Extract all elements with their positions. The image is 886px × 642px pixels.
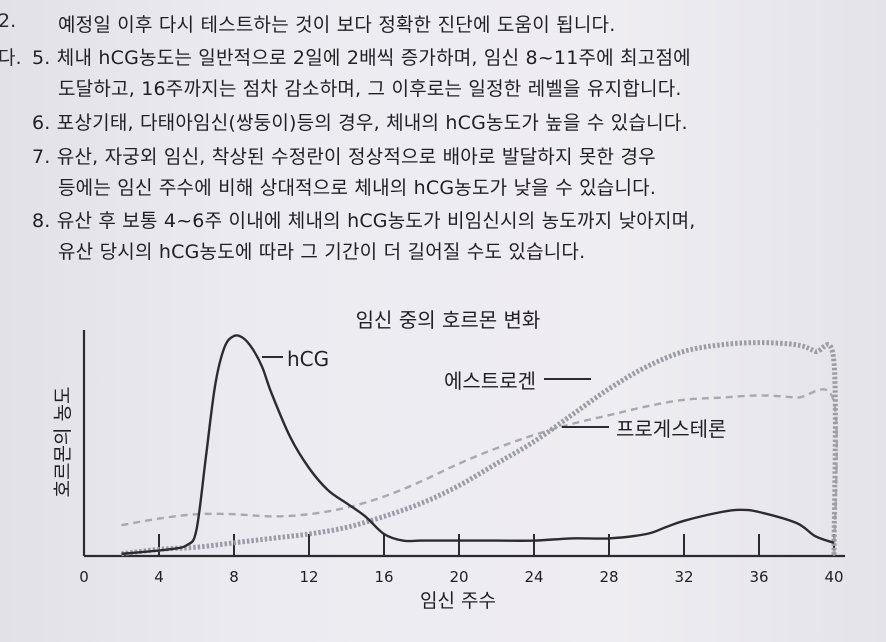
x-tick-label: 4 xyxy=(154,568,164,586)
x-tick-label: 0 xyxy=(79,568,89,586)
x-tick-label: 8 xyxy=(229,568,239,586)
x-tick-label: 20 xyxy=(449,568,468,586)
chart-title: 임신 중의 호르몬 변화 xyxy=(356,308,541,332)
page-edge-mark: 다. xyxy=(0,47,22,69)
item-number: 6. xyxy=(32,112,51,134)
item-number: 8. xyxy=(32,210,51,232)
estrogen-line xyxy=(121,340,838,557)
item-number: 7. xyxy=(32,146,51,168)
x-ticks: 0 4 8 12 16 20 24 28 32 36 40 xyxy=(79,534,844,586)
estrogen-label: 에스트로겐 xyxy=(444,369,536,393)
item-5-line-2: 도달하고, 16주까지는 점차 감소하며, 그 이후로는 일정한 레벨을 유지합… xyxy=(58,78,682,100)
item-6-line-1: 6. 포상기태, 다태아임신(쌍둥이)등의 경우, 체내의 hCG농도가 높을 … xyxy=(32,108,688,135)
item-text: 유산 후 보통 4~6주 이내에 체내의 hCG농도가 비임신시의 농도까지 낮… xyxy=(56,210,696,232)
x-tick-label: 40 xyxy=(824,568,843,586)
progesterone-line xyxy=(121,388,838,557)
x-tick-label: 36 xyxy=(749,568,768,586)
item-5-line-1: 5. 체내 hCG농도는 일반적으로 2일에 2배씩 증가하며, 임신 8~11… xyxy=(32,43,691,70)
x-tick-label: 24 xyxy=(524,568,543,586)
item-number: 5. xyxy=(32,47,51,69)
y-axis-label: 호르몬의 농도 xyxy=(52,387,74,498)
x-tick-label: 28 xyxy=(599,568,618,586)
item-8-line-2: 유산 당시의 hCG농도에 따라 그 기간이 더 길어질 수도 있습니다. xyxy=(58,241,586,263)
hcg-label: hCG xyxy=(287,347,329,371)
x-axis-label: 임신 주수 xyxy=(420,590,496,612)
item-8-line-1: 8. 유산 후 보통 4~6주 이내에 체내의 hCG농도가 비임신시의 농도까… xyxy=(32,206,696,233)
x-tick-label: 12 xyxy=(299,568,318,586)
item-7-line-2: 등에는 임신 주수에 비해 상대적으로 체내의 hCG농도가 낮을 수 있습니다… xyxy=(58,177,657,199)
x-tick-label: 16 xyxy=(374,568,393,586)
intro-line: 예정일 이후 다시 테스트하는 것이 보다 정확한 진단에 도움이 됩니다. xyxy=(58,14,616,36)
item-text: 유산, 자궁외 임신, 착상된 수정란이 정상적으로 배아로 발달하지 못한 경… xyxy=(56,146,656,168)
item-text: 포상기태, 다태아임신(쌍둥이)등의 경우, 체내의 hCG농도가 높을 수 있… xyxy=(56,112,688,134)
series-group xyxy=(121,334,838,557)
progesterone-label: 프로게스테론 xyxy=(616,417,726,441)
x-tick-label: 32 xyxy=(674,568,693,586)
page-edge-mark: 2. xyxy=(0,10,17,32)
item-7-line-1: 7. 유산, 자궁외 임신, 착상된 수정란이 정상적으로 배아로 발달하지 못… xyxy=(32,142,656,169)
hcg-line xyxy=(121,334,835,555)
item-text: 체내 hCG농도는 일반적으로 2일에 2배씩 증가하며, 임신 8~11주에 … xyxy=(56,47,691,69)
